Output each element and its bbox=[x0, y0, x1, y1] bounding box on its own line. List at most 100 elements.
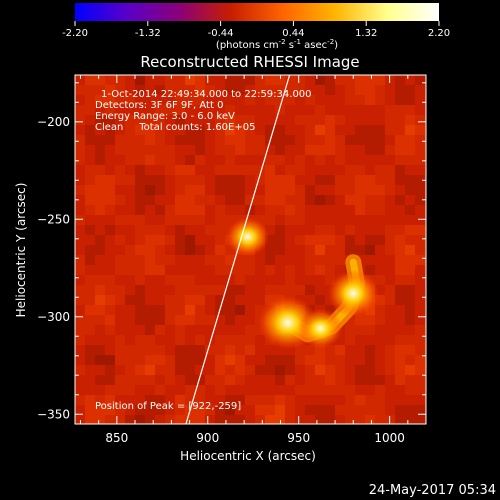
heatmap-cell bbox=[75, 345, 85, 355]
heatmap-cell bbox=[75, 85, 85, 95]
heatmap-cell bbox=[245, 265, 255, 275]
heatmap-cell bbox=[325, 395, 335, 405]
heatmap-cell bbox=[345, 215, 355, 225]
heatmap-cell bbox=[265, 155, 275, 165]
heatmap-cell bbox=[185, 85, 195, 95]
heatmap-cell bbox=[205, 275, 215, 285]
heatmap-cell bbox=[225, 105, 235, 115]
heatmap-cell bbox=[275, 265, 285, 275]
heatmap-cell bbox=[125, 235, 135, 245]
heatmap-cell bbox=[175, 205, 185, 215]
heatmap-cell bbox=[295, 375, 305, 385]
heatmap-cell bbox=[105, 225, 115, 235]
heatmap-cell bbox=[235, 335, 245, 345]
heatmap-cell bbox=[115, 175, 125, 185]
heatmap-cell bbox=[305, 355, 315, 365]
heatmap-cell bbox=[85, 175, 95, 185]
heatmap-cell bbox=[85, 155, 95, 165]
heatmap-cell bbox=[275, 415, 285, 424]
heatmap-cell bbox=[345, 115, 355, 125]
heatmap-cell bbox=[305, 115, 315, 125]
heatmap-cell bbox=[155, 405, 165, 415]
heatmap-cell bbox=[305, 235, 315, 245]
heatmap-cell bbox=[145, 75, 155, 85]
heatmap-cell bbox=[125, 355, 135, 365]
heatmap-cell bbox=[85, 285, 95, 295]
heatmap-cell bbox=[75, 125, 85, 135]
heatmap-cell bbox=[385, 275, 395, 285]
heatmap-cell bbox=[295, 385, 305, 395]
heatmap-cell bbox=[75, 255, 85, 265]
heatmap-cell bbox=[185, 125, 195, 135]
heatmap-cell bbox=[115, 385, 125, 395]
heatmap-cell bbox=[345, 405, 355, 415]
heatmap-cell bbox=[85, 305, 95, 315]
heatmap-cell bbox=[275, 95, 285, 105]
heatmap-cell bbox=[345, 365, 355, 375]
heatmap-cell bbox=[355, 145, 365, 155]
heatmap-cell bbox=[75, 175, 85, 185]
heatmap-cell bbox=[295, 205, 305, 215]
heatmap-cell bbox=[355, 155, 365, 165]
heatmap-cell bbox=[205, 175, 215, 185]
heatmap-cell bbox=[165, 75, 175, 85]
heatmap-cell bbox=[155, 145, 165, 155]
heatmap-cell bbox=[265, 235, 275, 245]
heatmap-cell bbox=[395, 395, 405, 405]
heatmap-cell bbox=[165, 275, 175, 285]
heatmap-cell bbox=[245, 115, 255, 125]
heatmap-cell bbox=[275, 275, 285, 285]
heatmap-cell bbox=[165, 415, 175, 424]
heatmap-cell bbox=[345, 325, 355, 335]
heatmap-cell bbox=[415, 315, 425, 325]
heatmap-cell bbox=[395, 235, 405, 245]
heatmap-cell bbox=[85, 75, 95, 85]
heatmap-cell bbox=[345, 195, 355, 205]
heatmap-cell bbox=[315, 245, 325, 255]
heatmap-cell bbox=[395, 105, 405, 115]
heatmap-cell bbox=[415, 195, 425, 205]
heatmap-cell bbox=[395, 375, 405, 385]
heatmap-cell bbox=[215, 175, 225, 185]
heatmap-cell bbox=[145, 305, 155, 315]
heatmap-cell bbox=[165, 395, 175, 405]
heatmap-cell bbox=[145, 355, 155, 365]
heatmap-cell bbox=[235, 205, 245, 215]
heatmap-cell bbox=[265, 185, 275, 195]
heatmap-cell bbox=[245, 85, 255, 95]
heatmap-cell bbox=[115, 265, 125, 275]
heatmap-cell bbox=[405, 325, 415, 335]
heatmap-cell bbox=[225, 375, 235, 385]
heatmap-cell bbox=[175, 195, 185, 205]
heatmap-cell bbox=[355, 375, 365, 385]
heatmap-cell bbox=[95, 395, 105, 405]
heatmap-cell bbox=[225, 295, 235, 305]
heatmap-cell bbox=[355, 135, 365, 145]
heatmap-cell bbox=[285, 405, 295, 415]
heatmap-cell bbox=[385, 125, 395, 135]
heatmap-cell bbox=[185, 135, 195, 145]
heatmap-cell bbox=[405, 125, 415, 135]
heatmap-cell bbox=[225, 95, 235, 105]
heatmap-cell bbox=[375, 235, 385, 245]
heatmap-cell bbox=[195, 275, 205, 285]
heatmap-cell bbox=[285, 175, 295, 185]
heatmap-cell bbox=[75, 405, 85, 415]
x-axis-ticks: 850 900 950 1000 bbox=[79, 75, 427, 445]
heatmap-cell bbox=[145, 235, 155, 245]
heatmap-cell bbox=[245, 365, 255, 375]
heatmap-cell bbox=[245, 125, 255, 135]
heatmap-cell bbox=[255, 265, 265, 275]
heatmap-cell bbox=[75, 195, 85, 205]
heatmap-cell bbox=[145, 165, 155, 175]
heatmap-cell bbox=[275, 345, 285, 355]
heatmap-cell bbox=[305, 95, 315, 105]
heatmap-cell bbox=[285, 385, 295, 395]
heatmap-cell bbox=[185, 215, 195, 225]
heatmap-cell bbox=[405, 255, 415, 265]
heatmap-cell bbox=[95, 225, 105, 235]
heatmap-cell bbox=[115, 405, 125, 415]
heatmap-cell bbox=[365, 335, 375, 345]
heatmap-cell bbox=[125, 285, 135, 295]
heatmap-cell bbox=[275, 395, 285, 405]
